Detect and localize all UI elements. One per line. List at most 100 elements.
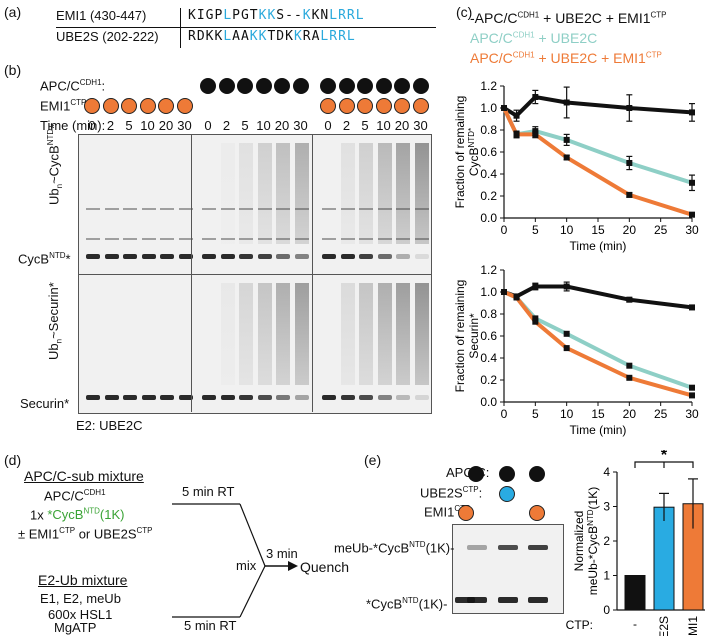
x-tick-label: 30 — [685, 223, 699, 237]
x-tick-label: 5 — [532, 407, 539, 421]
y-tick-label: 0.0 — [480, 395, 497, 409]
time-point-label: 20 — [158, 118, 174, 133]
gel-b-divider-1 — [191, 134, 192, 412]
apc-sub-line-3: ± EMI1CTP or UBE2SCTP — [18, 526, 153, 542]
main-band — [377, 254, 392, 259]
time-point-label: 30 — [177, 118, 192, 133]
cycb-band-label: CycBNTD* — [18, 251, 71, 267]
top-incubation-time: 5 min RT — [182, 484, 235, 499]
apc-dot — [255, 78, 272, 94]
residue: I — [196, 8, 206, 23]
main-band — [160, 254, 174, 259]
main-band — [141, 254, 156, 259]
emi1-dot — [158, 98, 174, 114]
top-arrow-diagonal — [239, 503, 266, 567]
faint-band — [141, 238, 156, 240]
ubiquitin-smear — [276, 283, 290, 385]
main-band — [220, 395, 235, 400]
main-band — [340, 254, 355, 259]
apc-dot — [274, 78, 290, 94]
x-tick-label: 10 — [560, 223, 574, 237]
emi1-row-name: EMI1 (430-447) — [56, 8, 147, 23]
main-band — [104, 254, 119, 259]
apc-sub-line-2: 1x *CycBNTD(1K) — [30, 507, 125, 523]
data-point — [563, 99, 570, 106]
y-tick-label: 0.4 — [480, 167, 497, 181]
time-point-label: 2 — [222, 118, 231, 133]
x-tick-label: 25 — [654, 223, 668, 237]
ubiquitin-smear — [414, 143, 429, 244]
data-point — [513, 112, 520, 119]
faint-band — [86, 208, 100, 210]
substrate-band — [467, 597, 487, 603]
faint-band — [123, 208, 137, 210]
residue: K — [258, 8, 268, 23]
y-tick-label: 0.8 — [480, 123, 497, 137]
residue: K — [249, 29, 259, 44]
meub-band — [498, 545, 518, 550]
residue: D — [196, 29, 206, 44]
faint-band — [257, 238, 272, 240]
legend-entry: APC/CCDH1 + UBE2C + EMI1CTP — [470, 50, 662, 66]
gel-b-bottom — [78, 274, 432, 414]
ubiquitin-smear — [257, 143, 272, 244]
ub-cycb-side-label: Ubn~CycBNTD* — [46, 123, 64, 205]
residue: K — [302, 8, 312, 23]
main-band — [294, 395, 309, 400]
time-point-label: 20 — [394, 118, 410, 133]
main-band — [123, 254, 137, 259]
residue: N — [320, 8, 330, 23]
emi1-sequence: KIGPLPGTKKS--KKNLRRL — [188, 8, 365, 23]
faint-band — [86, 238, 100, 240]
residue: K — [214, 29, 224, 44]
emi1-dot — [529, 505, 545, 521]
ubiquitin-smear — [294, 143, 309, 244]
residue: R — [338, 8, 347, 23]
y-tick-label: 0.2 — [480, 189, 497, 203]
faint-band — [178, 238, 193, 240]
legend-entry: APC/CCDH1 + UBE2C — [470, 30, 598, 46]
ubiquitin-smear — [396, 283, 410, 385]
category-label: UBE2S — [657, 616, 671, 636]
residue: A — [240, 29, 250, 44]
residue: K — [188, 8, 197, 23]
ubiquitin-smear — [257, 283, 272, 385]
residue: - — [293, 8, 303, 23]
bottom-incubation-time: 5 min RT — [184, 618, 237, 633]
data-point — [626, 105, 633, 111]
x-axis-label: Time (min) — [570, 423, 627, 437]
data-point — [513, 294, 520, 301]
emi1-dot — [320, 98, 336, 114]
faint-band — [220, 208, 235, 210]
x-tick-label: 15 — [591, 223, 605, 237]
residue: R — [302, 29, 312, 44]
residue: - — [285, 8, 294, 23]
bar — [653, 506, 675, 611]
emi1-dot — [338, 98, 355, 114]
data-point — [532, 318, 539, 325]
main-band — [414, 254, 429, 259]
main-band — [220, 254, 235, 259]
faint-band — [294, 208, 309, 210]
mix-time-label: 3 min — [266, 546, 298, 561]
main-band — [396, 254, 410, 259]
main-band — [377, 395, 392, 400]
ubiquitin-smear — [396, 143, 410, 244]
time-point-label: 10 — [376, 118, 391, 133]
series-line — [502, 107, 693, 185]
emi1-dot — [458, 505, 474, 521]
securin-band-label: Securin* — [20, 396, 70, 411]
bar — [624, 575, 646, 611]
time-point-label: 0 — [204, 118, 212, 133]
main-band — [86, 395, 100, 400]
data-point — [563, 136, 570, 143]
e2-ube2c-label: E2: UBE2C — [76, 418, 143, 433]
y-tick-label: 2 — [603, 534, 610, 548]
panel-c-letter: (c) — [456, 4, 473, 20]
data-point — [532, 315, 539, 322]
cycb-1k-band-label: *CycBNTD(1K)- — [366, 596, 448, 612]
data-point — [563, 330, 570, 337]
legend-entry: -APC/CCDH1 + UBE2C + EMI1CTP — [470, 10, 667, 26]
y-axis-label: Normalized — [572, 511, 586, 572]
apc-dot — [338, 78, 355, 94]
